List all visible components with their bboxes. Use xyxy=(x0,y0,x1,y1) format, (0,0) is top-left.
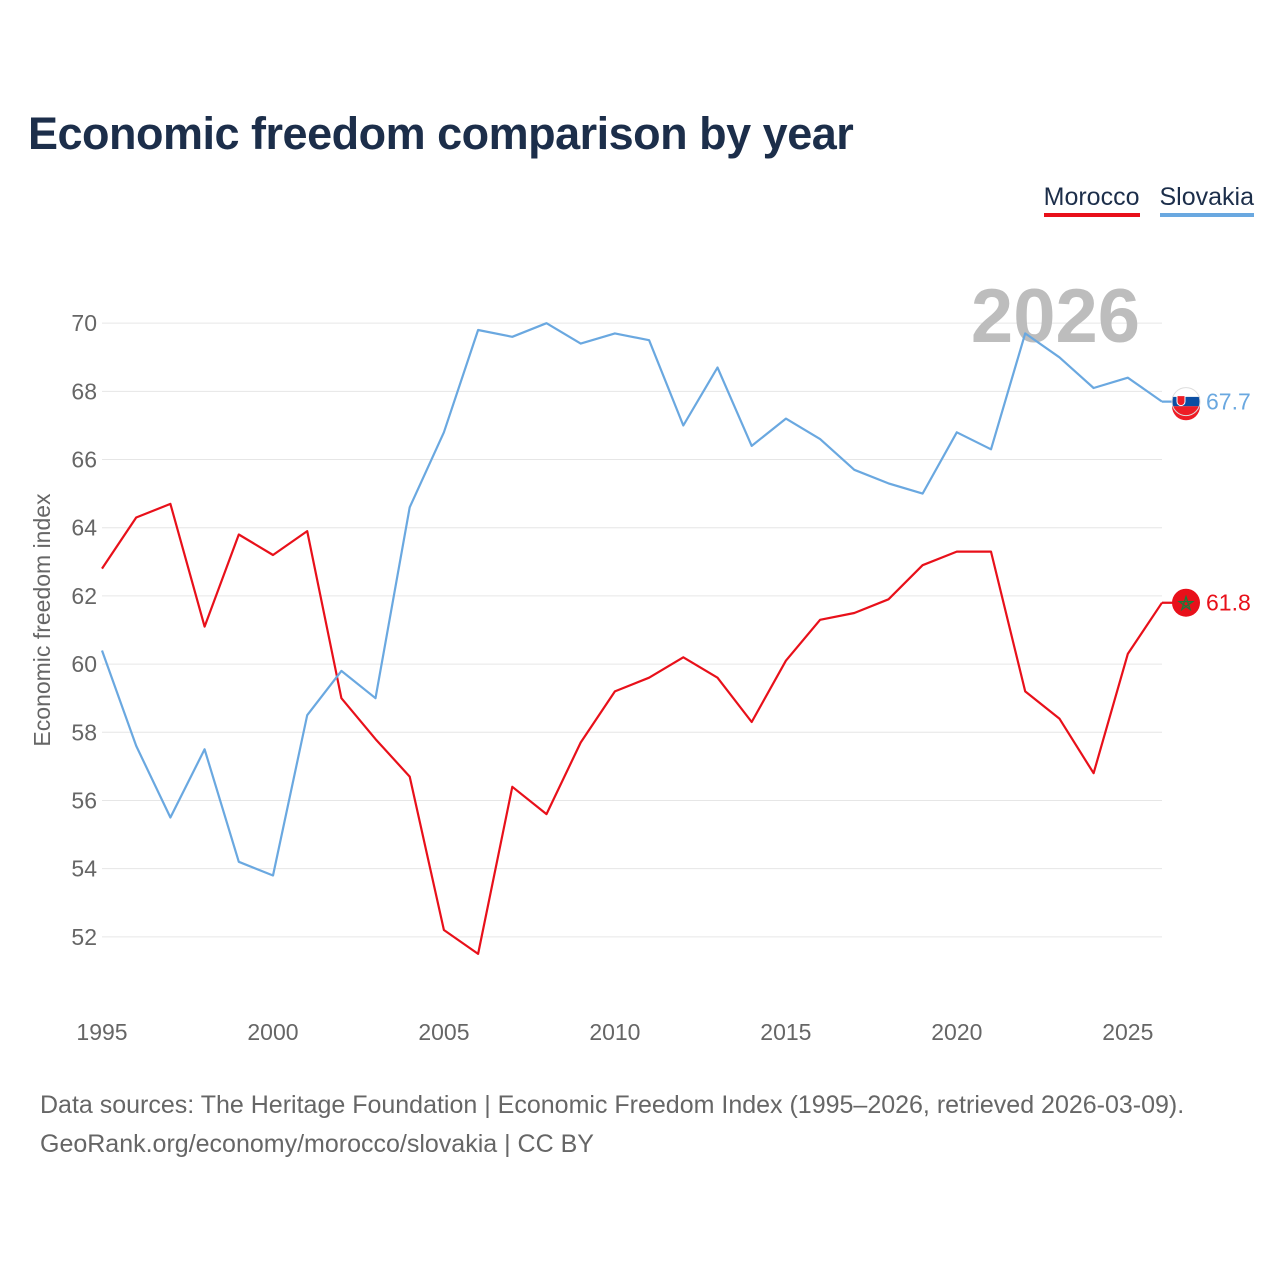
grid-lines xyxy=(102,322,1162,938)
y-tick-label: 58 xyxy=(71,719,97,745)
x-tick-label: 1995 xyxy=(76,1019,127,1045)
x-tick-label: 2000 xyxy=(247,1019,298,1045)
y-tick-label: 52 xyxy=(71,924,97,950)
footer: Data sources: The Heritage Foundation | … xyxy=(40,1086,1184,1164)
flag-outline xyxy=(1171,387,1201,417)
series-lines xyxy=(100,322,1163,956)
x-tick-label: 2010 xyxy=(589,1019,640,1045)
x-tick-label: 2015 xyxy=(760,1019,811,1045)
slovakia-flag-icon xyxy=(1171,387,1201,421)
footer-sources: Data sources: The Heritage Foundation | … xyxy=(40,1091,1185,1119)
y-tick-label: 66 xyxy=(71,447,97,473)
flag-stripe-red xyxy=(1172,406,1200,421)
y-tick-label: 54 xyxy=(71,856,97,882)
y-tick-label: 70 xyxy=(71,310,97,336)
x-tick-label: 2025 xyxy=(1102,1019,1153,1045)
y-axis-label: Economic freedom index xyxy=(29,493,55,747)
end-markers: 61.8 67.7 xyxy=(1162,387,1251,617)
legend: Morocco Slovakia xyxy=(1043,183,1254,217)
series-line-morocco xyxy=(101,502,1163,956)
y-tick-label: 60 xyxy=(71,651,97,677)
y-tick-label: 62 xyxy=(71,583,97,609)
flag-star xyxy=(1177,594,1195,612)
end-value-label-slovakia: 67.7 xyxy=(1206,389,1251,415)
current-year-watermark: 2026 xyxy=(971,274,1140,359)
legend-item-morocco[interactable]: Morocco xyxy=(1043,183,1140,217)
flag-shield xyxy=(1176,395,1186,407)
morocco-flag-icon xyxy=(1172,588,1200,617)
x-tick-label: 2005 xyxy=(418,1019,469,1045)
footer-credit: GeoRank.org/economy/morocco/slovakia | C… xyxy=(40,1130,594,1158)
end-value-label-morocco: 61.8 xyxy=(1206,590,1251,616)
x-tick-labels: 1995 2000 2005 2010 2015 2020 2025 xyxy=(76,1019,1153,1045)
y-tick-label: 68 xyxy=(71,378,97,404)
flag-background xyxy=(1172,588,1200,617)
y-tick-labels: 52 54 56 58 60 62 64 66 68 70 xyxy=(71,310,97,950)
series-line-slovakia xyxy=(100,322,1163,877)
flag-stripe-blue xyxy=(1172,396,1200,407)
x-tick-label: 2020 xyxy=(931,1019,982,1045)
chart-title: Economic freedom comparison by year xyxy=(28,108,854,159)
legend-item-slovakia[interactable]: Slovakia xyxy=(1159,183,1254,217)
y-tick-label: 56 xyxy=(71,787,97,813)
y-tick-label: 64 xyxy=(71,515,97,541)
